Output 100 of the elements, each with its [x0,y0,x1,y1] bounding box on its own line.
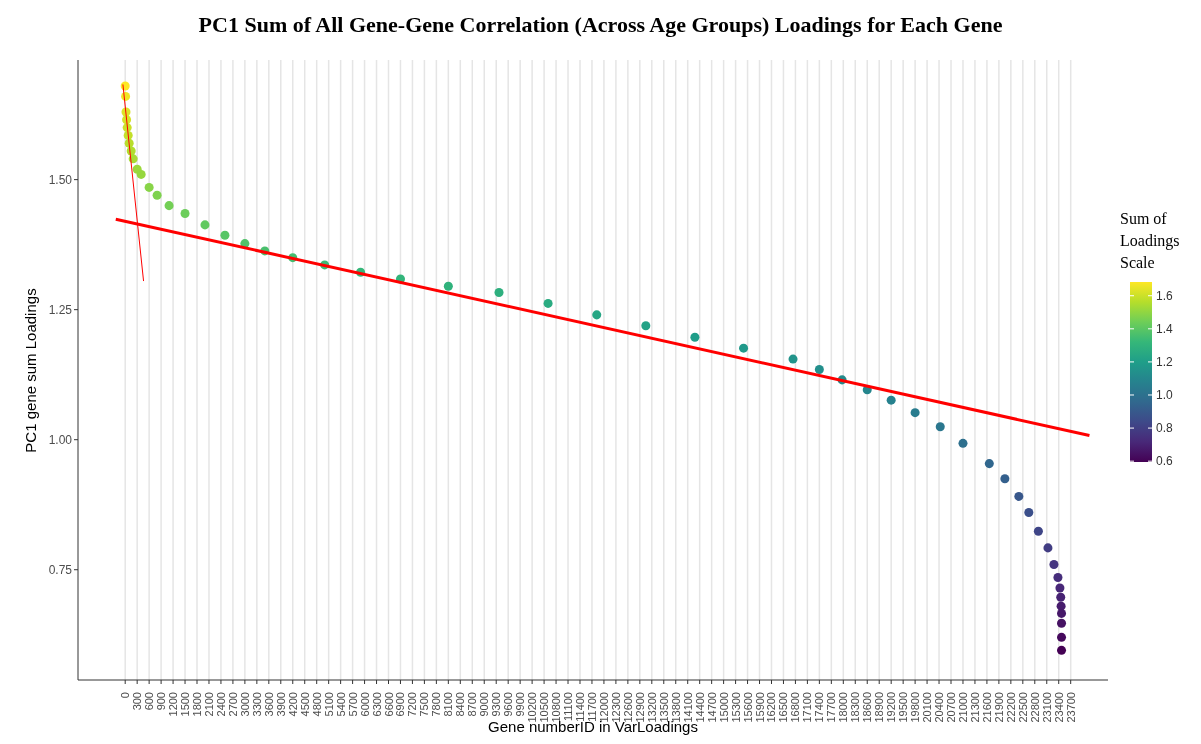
x-tick-label: 5700 [346,692,359,717]
point [1049,560,1059,570]
x-tick-label: 9900 [514,692,527,717]
point [443,281,453,291]
x-tick-label: 23100 [1040,692,1053,723]
x-tick-label: 20100 [921,692,934,723]
x-tick-label: 0 [119,692,132,699]
x-tick-label: 22500 [1016,692,1029,723]
point [1057,632,1067,642]
x-tick-label: 5100 [322,692,335,717]
point [164,201,174,211]
x-tick-label: 2700 [226,692,239,717]
point [739,343,749,353]
color-bar-title: Sum of Loadings Scale [1120,209,1181,273]
point [690,332,700,342]
x-tick-label: 16800 [789,692,802,723]
chart-title: PC1 Sum of All Gene-Gene Correlation (Across Age Groups) Loadings for Each Gene [197,12,1004,38]
x-tick-label: 9600 [502,692,515,717]
x-tick-label: 3300 [250,692,263,717]
x-tick-label: 12300 [609,692,622,723]
y-tick-label: 1.00 [48,432,73,447]
x-tick-label: 19500 [897,692,910,723]
x-tick-label: 22200 [1004,692,1017,723]
point [641,321,651,331]
point [494,287,504,298]
x-tick-label: 9000 [478,692,491,717]
x-tick-label: 7200 [406,692,419,717]
x-tick-label: 15300 [729,692,742,723]
x-tick-label: 2400 [214,692,227,717]
point [1000,474,1010,484]
color-bar-label: 1.0 [1156,388,1174,402]
x-tick-label: 9300 [490,692,503,717]
color-bar-label: 1.4 [1156,321,1174,336]
point [984,459,994,469]
x-tick-label: 21600 [980,692,993,723]
x-tick-label: 6300 [370,692,383,717]
x-tick-label: 17700 [825,692,838,723]
color-bar-label: 0.8 [1156,421,1174,436]
point [1057,645,1067,655]
x-tick-label: 18000 [837,692,850,723]
point [144,182,154,192]
point [1014,491,1024,501]
point [1053,573,1063,583]
x-tick-label: 11100 [562,692,575,721]
point [1024,508,1034,518]
point [1057,618,1067,628]
y-tick-label: 1.25 [48,302,73,317]
x-tick-label: 16500 [777,692,790,723]
point [1033,526,1043,536]
color-bar-label: 0.6 [1156,454,1174,469]
x-tick-label: 11700 [585,692,598,722]
x-tick-label: 5400 [334,692,347,717]
x-tick-label: 21000 [956,692,969,723]
y-tick-label: 0.75 [48,562,73,577]
x-tick-label: 7500 [418,692,431,717]
point [200,220,210,230]
x-tick-label: 12900 [633,692,646,723]
x-tick-label: 8700 [466,692,479,717]
x-tick-label: 3000 [238,692,251,717]
x-tick-label: 13200 [645,692,658,723]
x-tick-label: 20700 [945,692,958,723]
x-tick-label: 3600 [262,692,275,717]
point [1056,592,1066,602]
point [935,422,945,432]
x-tick-label: 23700 [1064,692,1077,723]
x-tick-label: 6600 [382,692,395,717]
x-tick-label: 12600 [621,692,634,723]
x-tick-label: 22800 [1028,692,1041,723]
x-tick-label: 17400 [813,692,826,723]
x-tick-label: 4800 [310,692,323,717]
x-tick-label: 1800 [191,692,204,717]
x-tick-label: 6000 [358,692,371,717]
point [788,354,798,364]
y-axis-title: PC1 gene sum Loadings [21,287,39,453]
x-tick-label: 18900 [873,692,886,723]
point [543,298,553,308]
x-tick-label: 18600 [861,692,874,723]
x-tick-label: 1500 [179,692,192,717]
x-tick-label: 600 [143,692,156,711]
x-tick-label: 15600 [741,692,754,723]
x-tick-label: 3900 [274,692,287,717]
x-tick-label: 21900 [992,692,1005,723]
x-tick-label: 900 [155,692,168,711]
point [814,364,824,374]
x-tick-label: 4200 [286,692,299,717]
x-tick-label: 15900 [753,692,766,723]
x-tick-label: 14400 [693,692,706,723]
x-tick-label: 7800 [430,692,443,717]
color-bar-label: 1.2 [1156,354,1174,369]
point [152,190,162,200]
x-tick-label: 20400 [933,692,946,723]
x-tick-label: 19200 [885,692,898,723]
x-tick-label: 14700 [705,692,718,723]
x-tick-label: 10500 [538,692,551,723]
x-tick-label: 4500 [298,692,311,717]
x-tick-label: 300 [131,692,144,711]
x-tick-label: 23400 [1052,692,1065,723]
point [958,438,968,448]
point [910,408,920,418]
x-tick-label: 18300 [849,692,862,723]
